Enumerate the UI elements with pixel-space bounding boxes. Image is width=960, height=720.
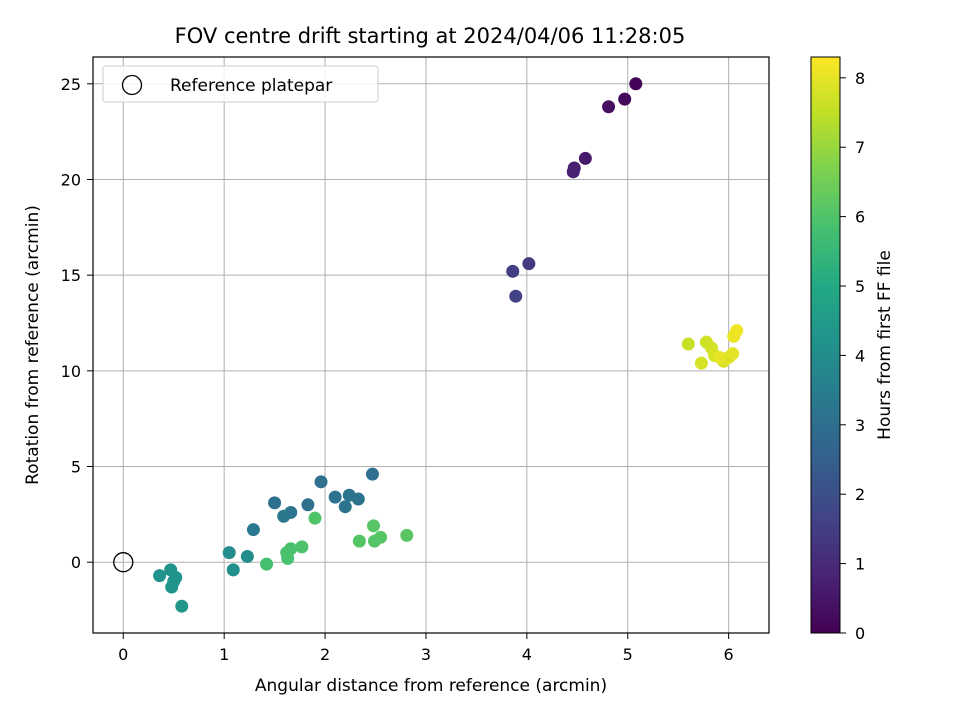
x-tick-label: 0 [118,645,128,664]
colorbar-label: Hours from first FF file [875,250,895,440]
scatter-point [284,542,298,556]
scatter-point [153,569,167,583]
scatter-point [260,557,274,571]
chart-title: FOV centre drift starting at 2024/04/06 … [175,24,686,48]
x-axis-label: Angular distance from reference (arcmin) [255,676,607,696]
x-tick-label: 3 [421,645,431,664]
y-tick-label: 15 [61,266,81,285]
reference-platepar-marker [113,552,134,573]
colorbar-ticks: 0 1 2 3 4 5 6 7 8 [840,69,865,643]
scatter-point [730,324,744,338]
scatter-points [153,77,744,613]
grid [93,57,769,633]
scatter-point [566,165,580,179]
scatter-point [726,347,740,361]
scatter-point [277,509,291,523]
scatter-point [578,151,592,165]
y-tick-label: 10 [61,362,81,381]
colorbar-tick-label: 2 [855,485,865,504]
colorbar-tick-label: 5 [855,277,865,296]
scatter-point [175,599,189,613]
scatter-point [522,257,536,271]
scatter-point [226,563,240,577]
legend: Reference platepar [102,65,379,103]
scatter-point [268,496,282,510]
colorbar-gradient [810,56,841,634]
scatter-point [506,264,520,278]
y-tick-label: 20 [61,170,81,189]
x-tick-label: 6 [724,645,734,664]
x-tick-label: 2 [320,645,330,664]
scatter-point [222,546,236,560]
colorbar: 0 1 2 3 4 5 6 7 8 Hours from first FF file [810,56,895,643]
scatter-point [351,492,365,506]
scatter-point [365,467,379,481]
scatter-point [165,580,179,594]
legend-box [102,65,379,103]
scatter-point [694,356,708,370]
scatter-point [509,289,523,303]
y-tick-label: 0 [71,553,81,572]
reference-marker-layer [113,552,134,573]
scatter-point [366,519,380,533]
colorbar-tick-label: 8 [855,69,865,88]
x-tick-label: 4 [522,645,532,664]
colorbar-tick-label: 0 [855,624,865,643]
scatter-point [374,530,388,544]
scatter-point [246,523,260,537]
x-axis: 0 1 2 3 4 5 6 [118,633,734,664]
scatter-point [602,100,616,114]
scatter-point [314,475,328,489]
scatter-point [618,92,632,106]
scatter-point [240,549,254,563]
colorbar-tick-label: 3 [855,416,865,435]
colorbar-tick-label: 7 [855,138,865,157]
scatter-point [681,337,695,351]
y-axis: 0 5 10 15 20 25 [61,75,93,572]
scatter-point [400,528,414,542]
colorbar-tick-label: 4 [855,346,865,365]
scatter-point [308,511,322,525]
scatter-point [629,77,643,91]
scatter-point [338,500,352,514]
x-tick-label: 1 [219,645,229,664]
y-axis-label: Rotation from reference (arcmin) [23,205,43,485]
y-tick-label: 25 [61,75,81,94]
legend-reference-marker [121,74,143,96]
scatter-point [352,534,366,548]
scatter-point [328,490,342,504]
scatter-point [295,540,309,554]
y-tick-label: 5 [71,458,81,477]
scatter-point [301,498,315,512]
colorbar-tick-label: 6 [855,208,865,227]
scatter-point [713,350,727,364]
plot-frame [92,56,770,634]
colorbar-tick-label: 1 [855,555,865,574]
legend-label-reference-platepar: Reference platepar [170,76,332,96]
x-tick-label: 5 [623,645,633,664]
